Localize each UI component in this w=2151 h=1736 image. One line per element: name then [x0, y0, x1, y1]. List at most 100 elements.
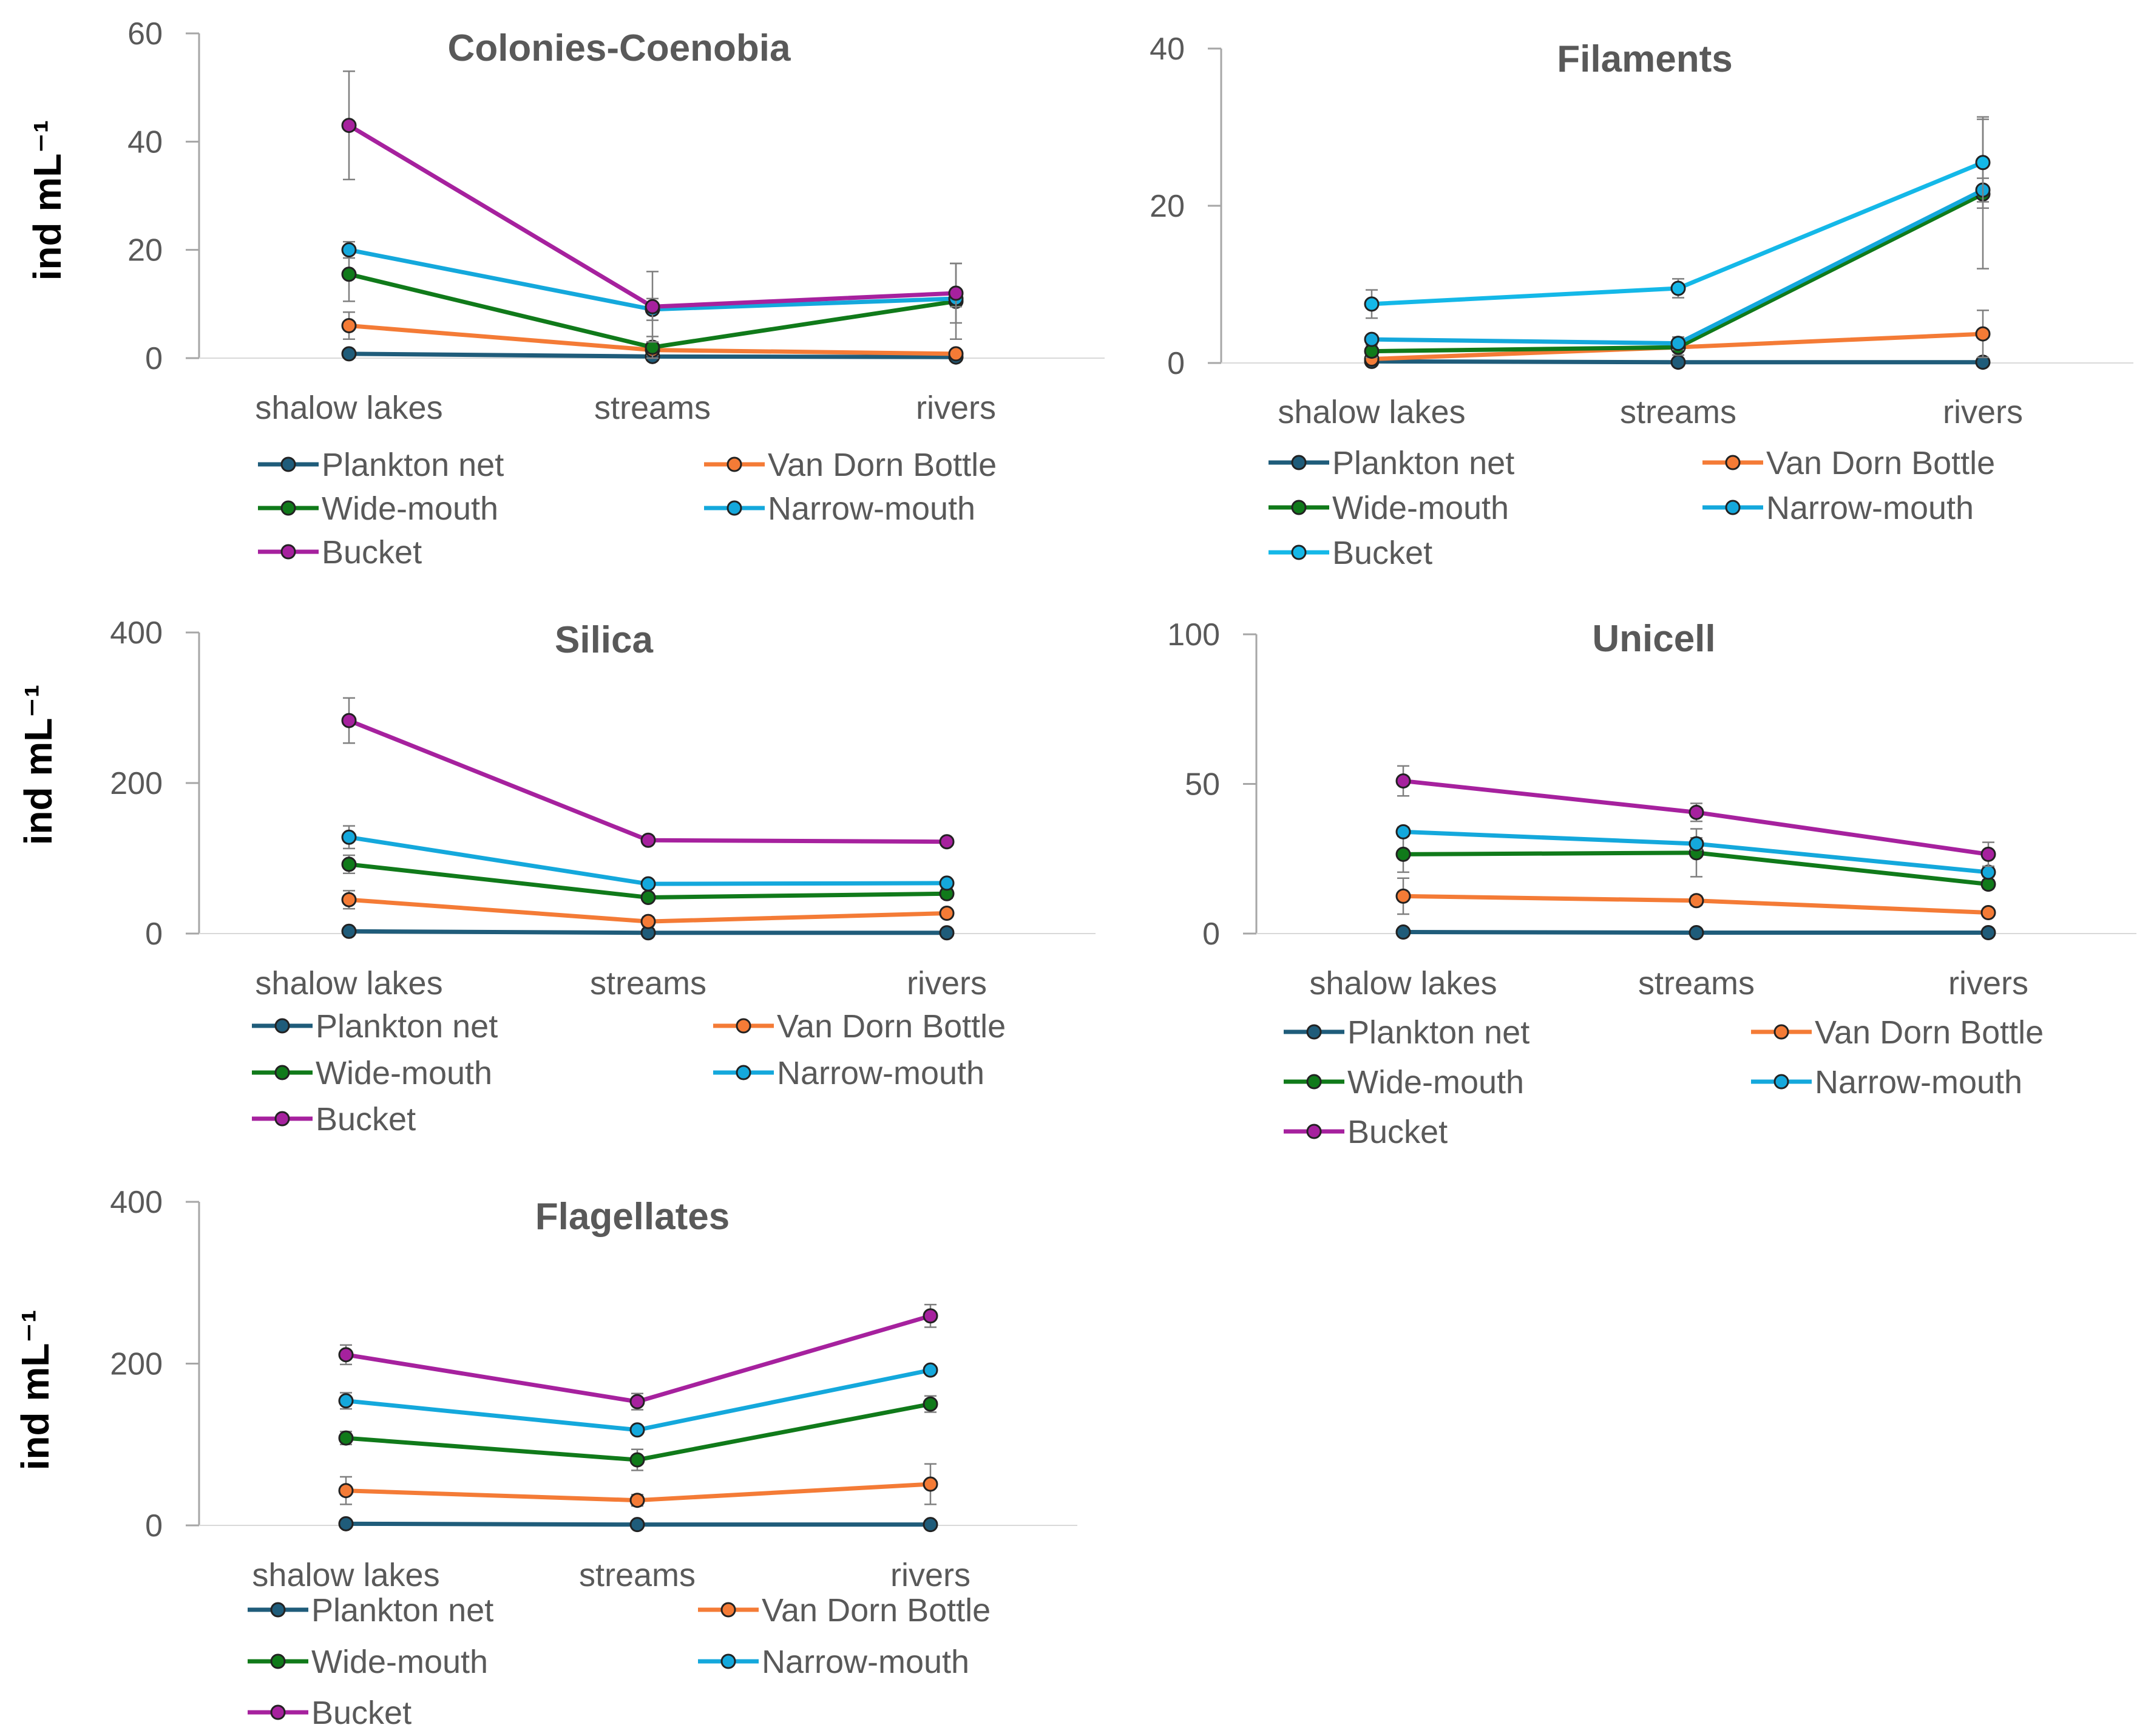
legend-marker-swatch: [727, 456, 742, 472]
x-category-label: rivers: [1943, 394, 2023, 430]
legend-item: Van Dorn Bottle: [1702, 445, 1995, 481]
data-point-marker: [1395, 824, 1411, 839]
legend-label: Narrow-mouth: [768, 490, 975, 527]
data-point-marker: [1395, 924, 1411, 940]
chart-title: Silica: [555, 619, 654, 661]
legend-marker-swatch: [1725, 455, 1741, 470]
data-point-marker: [341, 892, 357, 907]
x-category-label: shalow lakes: [1278, 394, 1465, 430]
data-point-marker: [1395, 888, 1411, 904]
legend-label: Bucket: [311, 1695, 412, 1731]
data-point-marker: [923, 1476, 938, 1492]
legend-label: Wide-mouth: [311, 1644, 488, 1680]
legend-marker-swatch: [736, 1065, 751, 1080]
series-line: [1369, 192, 1985, 354]
legend-marker-swatch: [274, 1065, 290, 1080]
data-point-marker: [629, 1493, 645, 1508]
legend-label: Van Dorn Bottle: [777, 1008, 1006, 1045]
x-category-label: streams: [1620, 394, 1736, 430]
chart-panel-4: 0 50 100 shalow lakes streams rivers Unicell Pl…: [1167, 617, 2136, 1150]
data-point-marker: [640, 889, 656, 905]
data-point-marker: [341, 346, 357, 362]
series-wide-mouth: [1364, 118, 1991, 359]
legend-item: Narrow-mouth: [1702, 490, 1974, 526]
data-point-marker: [629, 1394, 645, 1409]
data-point-marker: [629, 1422, 645, 1438]
chart-panel-1: 0 20 40 60 shalow lakes streams rivers Colonies…: [25, 16, 1105, 571]
series-van-dorn-bottle: [338, 1463, 938, 1508]
x-category-label: streams: [579, 1557, 696, 1593]
series-line: [347, 718, 949, 844]
y-axis-title: ind mL⁻¹: [13, 1310, 57, 1471]
data-point-marker: [645, 299, 660, 314]
series-wide-mouth: [338, 1395, 938, 1471]
data-point-marker: [1670, 280, 1686, 296]
series-narrow-mouth: [341, 825, 955, 892]
legend: Plankton net Van Dorn Bottle Wide-mouth Nar…: [1269, 445, 1995, 571]
legend-marker-swatch: [280, 500, 296, 516]
legend-label: Van Dorn Bottle: [768, 447, 997, 483]
legend-item: Van Dorn Bottle: [698, 1592, 991, 1629]
data-point-marker: [1980, 904, 1996, 920]
legend-marker-swatch: [1773, 1024, 1789, 1040]
legend-marker-swatch: [1291, 500, 1307, 515]
y-tick-label: 200: [110, 766, 163, 801]
data-point-marker: [629, 1517, 645, 1533]
series-line: [1369, 188, 1985, 346]
y-tick-label: 60: [127, 16, 163, 52]
legend-marker-swatch: [736, 1018, 751, 1034]
x-category-label: shalow lakes: [255, 390, 442, 426]
legend-label: Plankton net: [1347, 1014, 1529, 1051]
legend-item: Narrow-mouth: [1751, 1064, 2022, 1100]
series-van-dorn-bottle: [341, 890, 955, 929]
y-axis-title: ind mL⁻¹: [25, 120, 69, 281]
legend-item: Wide-mouth: [248, 1644, 488, 1680]
legend-label: Van Dorn Bottle: [1766, 445, 1995, 481]
data-point-marker: [338, 1516, 354, 1531]
legend-item: Narrow-mouth: [704, 490, 975, 527]
data-point-marker: [629, 1452, 645, 1468]
legend-marker-swatch: [720, 1602, 736, 1618]
legend-item: Plankton net: [252, 1008, 498, 1045]
data-point-marker: [1689, 925, 1704, 941]
y-tick-label: 100: [1167, 617, 1220, 653]
legend-item: Narrow-mouth: [713, 1055, 984, 1091]
legend-label: Narrow-mouth: [1766, 490, 1974, 526]
y-tick-label: 0: [145, 1508, 163, 1544]
legend-item: Bucket: [248, 1695, 412, 1731]
legend-marker-swatch: [270, 1653, 286, 1669]
y-tick-label: 0: [1202, 917, 1220, 952]
legend-item: Plankton net: [258, 447, 504, 483]
legend-label: Plankton net: [322, 447, 504, 483]
data-point-marker: [1364, 331, 1380, 347]
legend-marker-swatch: [1306, 1124, 1322, 1139]
legend-marker-swatch: [1306, 1024, 1322, 1040]
legend-label: Narrow-mouth: [777, 1055, 984, 1091]
chart-title: Filaments: [1557, 38, 1732, 80]
data-point-marker: [341, 118, 357, 134]
legend-marker-swatch: [270, 1704, 286, 1720]
data-point-marker: [948, 285, 964, 301]
legend-item: Bucket: [258, 534, 422, 571]
legend: Plankton net Van Dorn Bottle Wide-mouth Nar…: [248, 1592, 991, 1731]
legend-marker-swatch: [280, 544, 296, 560]
legend-item: Bucket: [252, 1101, 416, 1138]
data-point-marker: [1975, 326, 1991, 342]
data-point-marker: [923, 1517, 938, 1533]
series-plankton-net: [341, 923, 955, 941]
data-point-marker: [338, 1347, 354, 1363]
data-point-marker: [1395, 846, 1411, 862]
data-point-marker: [923, 1308, 938, 1324]
data-point-marker: [1689, 836, 1704, 852]
data-point-marker: [1364, 296, 1380, 312]
x-category-label: shalow lakes: [1309, 965, 1497, 1002]
y-tick-label: 400: [110, 615, 163, 651]
legend: Plankton net Van Dorn Bottle Wide-mouth Nar…: [252, 1008, 1006, 1138]
legend-label: Bucket: [316, 1101, 416, 1138]
legend-marker-swatch: [274, 1111, 290, 1127]
y-tick-label: 200: [110, 1347, 163, 1382]
series-wide-mouth: [1395, 828, 1996, 892]
legend-item: Van Dorn Bottle: [704, 447, 997, 483]
legend-label: Wide-mouth: [1332, 490, 1509, 526]
x-category-label: streams: [590, 965, 706, 1002]
